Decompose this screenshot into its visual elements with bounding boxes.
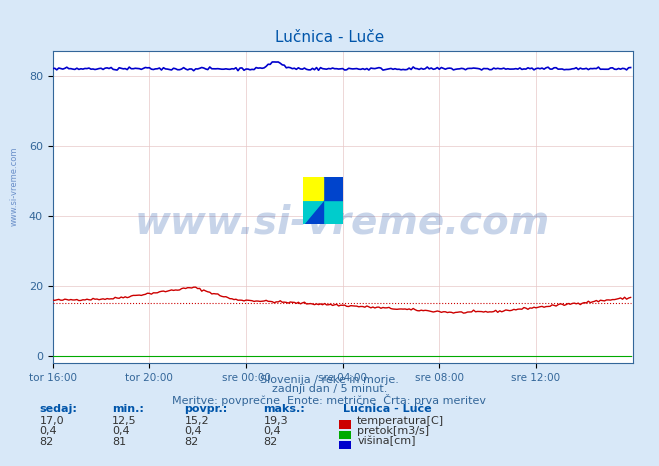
Polygon shape — [303, 200, 323, 224]
Text: 12,5: 12,5 — [112, 416, 136, 426]
Text: višina[cm]: višina[cm] — [357, 436, 416, 446]
Text: temperatura[C]: temperatura[C] — [357, 416, 444, 426]
Text: sedaj:: sedaj: — [40, 404, 77, 414]
Text: 17,0: 17,0 — [40, 416, 64, 426]
Text: 82: 82 — [40, 437, 54, 446]
Polygon shape — [303, 200, 323, 224]
Polygon shape — [303, 177, 323, 200]
Text: www.si-vreme.com: www.si-vreme.com — [10, 147, 19, 226]
Text: 0,4: 0,4 — [112, 426, 130, 436]
Text: 82: 82 — [185, 437, 199, 446]
Text: povpr.:: povpr.: — [185, 404, 228, 414]
Text: Lučnica - Luče: Lučnica - Luče — [275, 30, 384, 45]
Text: min.:: min.: — [112, 404, 144, 414]
Text: 82: 82 — [264, 437, 278, 446]
Polygon shape — [303, 177, 323, 200]
Text: www.si-vreme.com: www.si-vreme.com — [135, 204, 550, 242]
Text: Slovenija / reke in morje.: Slovenija / reke in morje. — [260, 375, 399, 385]
Text: Meritve: povprečne  Enote: metrične  Črta: prva meritev: Meritve: povprečne Enote: metrične Črta:… — [173, 394, 486, 406]
Text: zadnji dan / 5 minut.: zadnji dan / 5 minut. — [272, 384, 387, 394]
Bar — [323, 200, 343, 224]
Text: 0,4: 0,4 — [264, 426, 281, 436]
Bar — [303, 177, 323, 200]
Text: maks.:: maks.: — [264, 404, 305, 414]
Text: 19,3: 19,3 — [264, 416, 288, 426]
Text: 15,2: 15,2 — [185, 416, 209, 426]
Text: Lučnica - Luče: Lučnica - Luče — [343, 404, 431, 414]
Text: 0,4: 0,4 — [185, 426, 202, 436]
Bar — [323, 177, 343, 200]
Text: 0,4: 0,4 — [40, 426, 57, 436]
Text: pretok[m3/s]: pretok[m3/s] — [357, 426, 429, 436]
Text: 81: 81 — [112, 437, 126, 446]
